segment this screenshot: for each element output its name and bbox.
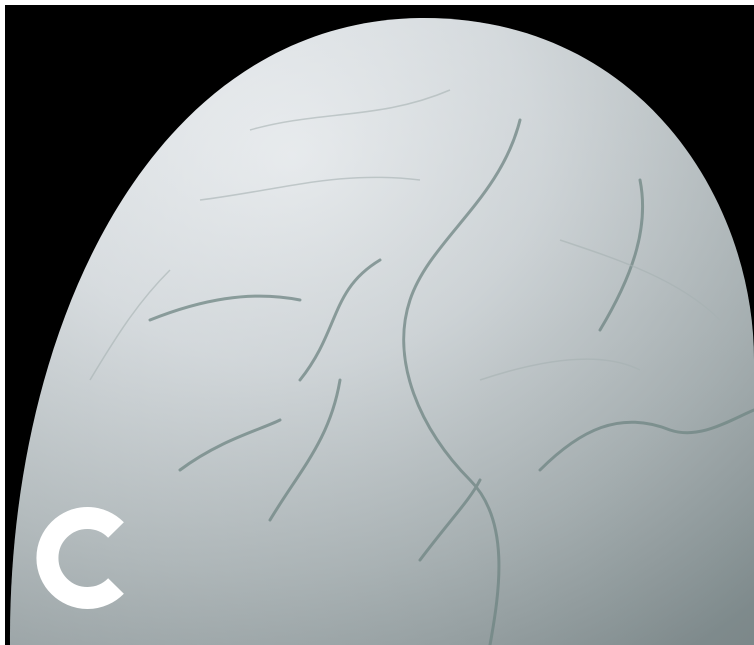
surface-ridges (89, 89, 721, 381)
ridge (559, 239, 721, 321)
ridge (479, 358, 641, 381)
fracture (418, 478, 482, 562)
ridge (89, 269, 171, 381)
ridge (199, 176, 421, 201)
fracture (178, 418, 282, 472)
fracture (298, 258, 382, 382)
fracture (148, 294, 302, 322)
ridge (249, 89, 451, 131)
moon-shading (9, 17, 754, 645)
fracture (268, 378, 342, 522)
fracture (598, 178, 645, 332)
surface-fractures (148, 118, 754, 645)
fracture (538, 408, 754, 472)
fracture (402, 118, 522, 645)
logo (36, 507, 124, 609)
